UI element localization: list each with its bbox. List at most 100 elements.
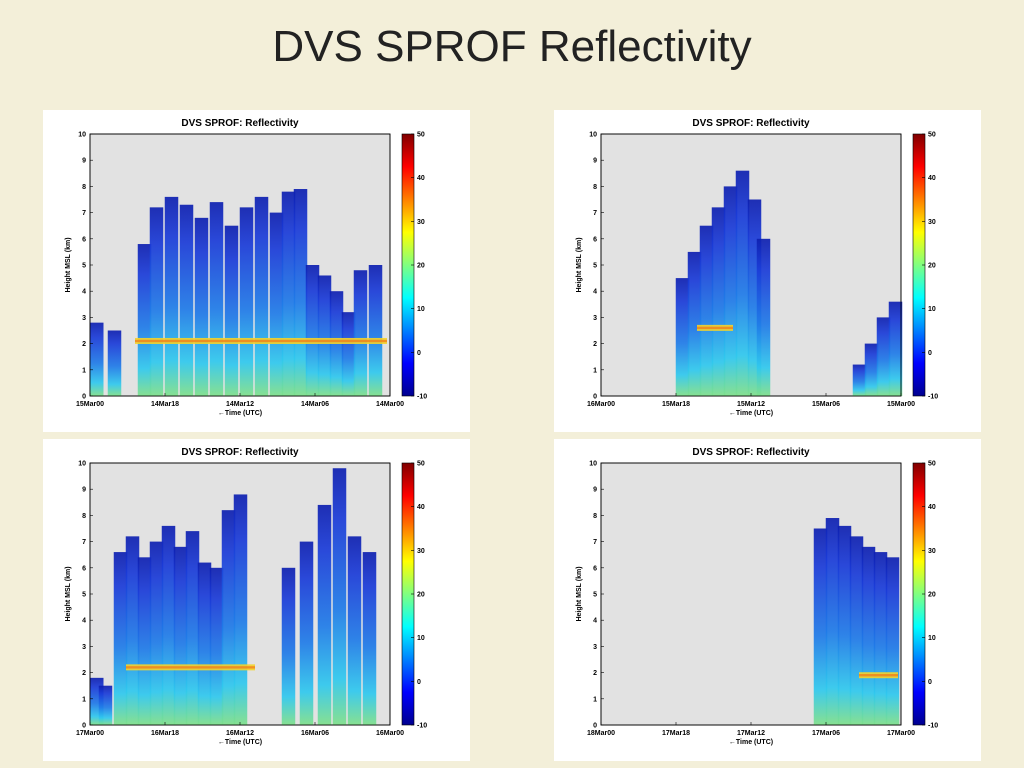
colorbar-tick-label: 10 <box>928 306 936 313</box>
x-axis-label: ←Time (UTC) <box>218 410 262 417</box>
echo-column <box>194 217 209 396</box>
y-tick-label: 6 <box>593 236 597 243</box>
y-axis-label: Height MSL (km) <box>65 237 72 292</box>
echo-column <box>332 468 347 725</box>
x-axis-label: ←Time (UTC) <box>729 739 773 746</box>
echo-column <box>113 552 128 725</box>
x-tick-label: 17Mar00 <box>887 730 915 737</box>
echo-column <box>873 552 888 725</box>
y-tick-label: 3 <box>593 644 597 651</box>
y-tick-label: 10 <box>78 132 86 139</box>
reflectivity-chart-3: DVS SPROF: Reflectivity 0 1 2 3 4 5 6 7 8 9 10 17Mar… <box>65 447 427 746</box>
x-axis-label: ←Time (UTC) <box>218 739 262 746</box>
colorbar-tick-label: 0 <box>928 350 932 357</box>
y-tick-label: 4 <box>593 289 597 296</box>
y-tick-label: 0 <box>593 394 597 401</box>
y-tick-label: 10 <box>78 461 86 468</box>
colorbar-tick-label: 50 <box>417 132 425 139</box>
echo-column <box>305 265 320 396</box>
echo-column <box>317 504 332 725</box>
reflectivity-chart-2: DVS SPROF: Reflectivity 0 1 2 3 4 5 6 7 8 9 10 16Mar… <box>576 118 938 417</box>
bright-band-core <box>859 674 898 677</box>
echo-column <box>735 170 750 396</box>
echo-column <box>161 525 176 725</box>
y-tick-label: 4 <box>82 289 86 296</box>
echo-column <box>699 225 714 396</box>
colorbar-tick-label: 20 <box>928 263 936 270</box>
colorbar-tick-label: 0 <box>928 679 932 686</box>
echo-column <box>341 312 356 396</box>
y-tick-label: 10 <box>589 132 597 139</box>
y-tick-label: 6 <box>82 565 86 572</box>
echo-column <box>179 204 194 396</box>
colorbar-tick-label: 40 <box>928 175 936 182</box>
y-tick-label: 6 <box>593 565 597 572</box>
y-tick-label: 6 <box>82 236 86 243</box>
echo-column <box>299 541 314 725</box>
colorbar-tick-label: 20 <box>417 263 425 270</box>
echo-column <box>864 343 879 396</box>
y-tick-label: 10 <box>589 461 597 468</box>
echo-column <box>239 207 254 396</box>
bright-band-core <box>126 666 255 669</box>
reflectivity-chart-4: DVS SPROF: Reflectivity 0 1 2 3 4 5 6 7 8 9 10 18Mar… <box>576 447 938 746</box>
y-tick-label: 7 <box>82 539 86 546</box>
y-tick-label: 4 <box>82 618 86 625</box>
y-tick-label: 2 <box>82 341 86 348</box>
echo-column <box>813 528 828 725</box>
x-tick-label: 15Mar18 <box>662 401 690 408</box>
colorbar-tick-label: 30 <box>417 548 425 555</box>
colorbar-tick-label: 50 <box>417 461 425 468</box>
echo-column <box>888 301 903 396</box>
echo-column <box>164 196 179 396</box>
y-axis-label: Height MSL (km) <box>65 566 72 621</box>
echo-column <box>347 536 362 725</box>
x-axis-label: ←Time (UTC) <box>729 410 773 417</box>
x-tick-label: 16Mar12 <box>226 730 254 737</box>
echo-column <box>137 557 152 725</box>
bright-band-core <box>697 326 733 330</box>
x-tick-label: 15Mar00 <box>76 401 104 408</box>
echo-column <box>281 191 296 396</box>
echo-column <box>224 225 239 396</box>
chart-panel-top-right: DVS SPROF: Reflectivity 0 1 2 3 4 5 6 7 8 9 10 16Mar… <box>554 110 981 432</box>
y-axis-label: Height MSL (km) <box>576 566 583 621</box>
echo-column <box>852 364 867 396</box>
echo-column <box>368 265 383 396</box>
echo-column <box>221 510 236 725</box>
x-tick-label: 14Mar00 <box>376 401 404 408</box>
colorbar-tick-label: 50 <box>928 461 936 468</box>
y-tick-label: 1 <box>593 367 597 374</box>
x-tick-label: 14Mar12 <box>226 401 254 408</box>
colorbar-tick-label: -10 <box>417 723 427 730</box>
echo-column <box>125 536 140 725</box>
echo-column <box>675 278 690 396</box>
echo-column <box>90 322 104 396</box>
echo-column <box>281 567 296 725</box>
echo-column <box>353 270 368 396</box>
colorbar-tick-label: 30 <box>417 219 425 226</box>
chart-panel-bottom-right: DVS SPROF: Reflectivity 0 1 2 3 4 5 6 7 8 9 10 18Mar… <box>554 439 981 761</box>
echo-column <box>756 238 771 396</box>
y-tick-label: 2 <box>593 341 597 348</box>
colorbar-tick-label: 10 <box>417 306 425 313</box>
y-tick-label: 4 <box>593 618 597 625</box>
y-tick-label: 7 <box>82 210 86 217</box>
echo-column <box>876 317 891 396</box>
y-tick-label: 1 <box>593 696 597 703</box>
colorbar-tick-label: 40 <box>417 504 425 511</box>
x-tick-label: 15Mar00 <box>887 401 915 408</box>
colorbar-tick-label: 20 <box>417 592 425 599</box>
y-tick-label: 8 <box>593 513 597 520</box>
colorbar-tick-label: 20 <box>928 592 936 599</box>
y-tick-label: 9 <box>593 487 597 494</box>
colorbar-tick-label: 30 <box>928 219 936 226</box>
y-tick-label: 9 <box>82 487 86 494</box>
echo-column <box>197 562 212 725</box>
chart-title: DVS SPROF: Reflectivity <box>692 447 810 458</box>
chart-panel-bottom-left: DVS SPROF: Reflectivity 0 1 2 3 4 5 6 7 8 9 10 17Mar… <box>43 439 470 761</box>
colorbar-tick-label: -10 <box>928 723 938 730</box>
colorbar-tick-label: 10 <box>928 635 936 642</box>
y-tick-label: 1 <box>82 367 86 374</box>
colorbar-tick-label: 40 <box>928 504 936 511</box>
